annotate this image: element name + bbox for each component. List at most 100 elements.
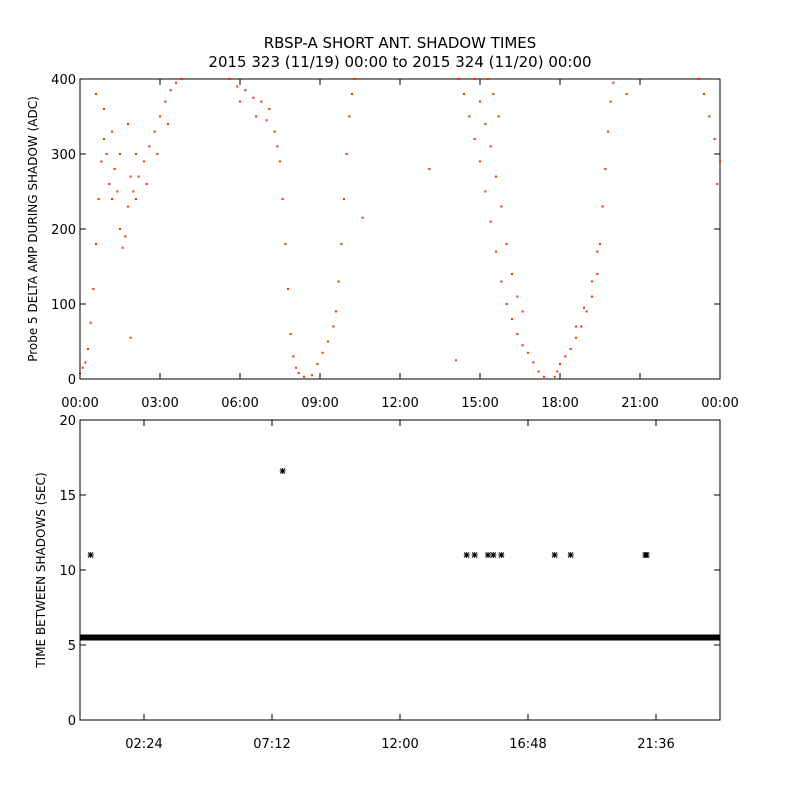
data-point: [609, 100, 612, 103]
data-point: [279, 160, 281, 163]
bottom-y-axis: 0 5 10 15 20: [59, 414, 720, 729]
data-point: [276, 145, 279, 148]
data-point: [511, 318, 513, 320]
top-x-axis: 00:00 03:00 06:00 09:00 12:00 15:00 18:00 21:00…: [61, 79, 739, 411]
data-point: [87, 348, 89, 350]
data-point: [463, 93, 465, 95]
x-tick-label: 02:24: [125, 737, 162, 752]
data-point: [521, 344, 524, 347]
data-point: [599, 243, 601, 245]
data-point: [119, 228, 121, 230]
data-point: [255, 115, 257, 118]
data-point: [332, 325, 335, 328]
data-point: [113, 168, 116, 170]
data-point: [169, 89, 172, 92]
data-point: [337, 280, 340, 283]
baseline-points: [80, 634, 720, 641]
x-tick-label: 09:00: [301, 396, 338, 411]
data-point: [97, 198, 100, 200]
data-point: [468, 115, 471, 118]
data-point: [127, 123, 129, 125]
data-point: [180, 78, 183, 80]
data-point: [697, 78, 700, 80]
data-point: [353, 78, 356, 80]
data-point: [580, 325, 583, 328]
data-point: [495, 175, 497, 178]
x-tick-label: 21:00: [621, 396, 658, 411]
data-point: [265, 119, 268, 122]
data-point: [569, 348, 572, 350]
data-point: [129, 336, 132, 339]
y-tick-label: 15: [59, 489, 76, 504]
bottom-data-points: [80, 468, 720, 641]
x-tick-label: 21:36: [637, 737, 674, 752]
data-point: [473, 138, 476, 140]
data-point: [279, 468, 286, 474]
x-tick-label: 15:00: [461, 396, 498, 411]
data-point: [348, 115, 351, 118]
data-point: [643, 552, 650, 558]
data-point: [543, 375, 545, 378]
chart-title-line2: 2015 323 (11/19) 00:00 to 2015 324 (11/2…: [208, 53, 591, 71]
data-point: [719, 160, 721, 163]
bottom-panel: 02:24 07:12 12:00 16:48 21:36 0 5 10 15 20 TIME …: [34, 414, 721, 752]
x-tick-label: 16:48: [509, 737, 546, 752]
data-point: [479, 100, 481, 103]
data-point: [156, 153, 159, 155]
data-point: [236, 85, 239, 88]
data-point: [239, 100, 241, 103]
data-point: [428, 168, 431, 170]
data-point: [108, 183, 111, 185]
data-point: [591, 295, 593, 298]
data-point: [167, 123, 169, 125]
data-point: [607, 130, 609, 133]
data-point: [105, 153, 108, 155]
data-point: [361, 216, 364, 219]
chart-title-line1: RBSP-A SHORT ANT. SHADOW TIMES: [264, 34, 537, 52]
data-point: [596, 273, 599, 275]
bottom-plot-frame: [79, 419, 721, 721]
data-point: [132, 190, 135, 193]
y-tick-label: 5: [68, 639, 76, 654]
data-point: [153, 130, 156, 133]
data-point: [556, 370, 559, 373]
data-point: [295, 366, 297, 369]
data-point: [273, 130, 276, 133]
data-point: [487, 78, 489, 80]
data-point: [567, 552, 574, 558]
y-tick-label: 20: [59, 414, 76, 429]
data-point: [148, 145, 151, 148]
data-point: [127, 205, 129, 208]
data-point: [500, 280, 503, 283]
data-point: [575, 325, 577, 328]
data-point: [311, 374, 313, 377]
top-plot-frame: [79, 78, 721, 380]
data-point: [137, 175, 140, 178]
data-point: [490, 552, 497, 558]
data-point: [457, 78, 460, 80]
data-point: [351, 93, 353, 95]
data-point: [492, 93, 495, 95]
data-point: [489, 220, 492, 223]
data-point: [521, 310, 524, 313]
data-point: [135, 153, 137, 155]
data-point: [124, 235, 127, 238]
data-point: [473, 78, 476, 80]
top-y-axis-label: Probe 5 DELTA AMP DURING SHADOW (ADC): [26, 96, 40, 362]
data-point: [121, 246, 124, 249]
data-point: [335, 310, 337, 313]
bottom-y-axis-label: TIME BETWEEN SHADOWS (SEC): [34, 472, 48, 668]
x-tick-label: 12:00: [381, 737, 418, 752]
data-point: [228, 78, 231, 80]
data-point: [575, 336, 577, 339]
top-panel: 00:00 03:00 06:00 09:00 12:00 15:00 18:00 21:00…: [26, 73, 739, 411]
data-point: [119, 153, 121, 155]
data-point: [625, 93, 628, 95]
data-point: [103, 138, 105, 140]
x-tick-label: 12:00: [381, 396, 418, 411]
data-point: [551, 552, 558, 558]
data-point: [455, 359, 457, 362]
x-tick-label: 07:12: [253, 737, 290, 752]
data-point: [559, 363, 561, 365]
data-point: [321, 351, 324, 354]
